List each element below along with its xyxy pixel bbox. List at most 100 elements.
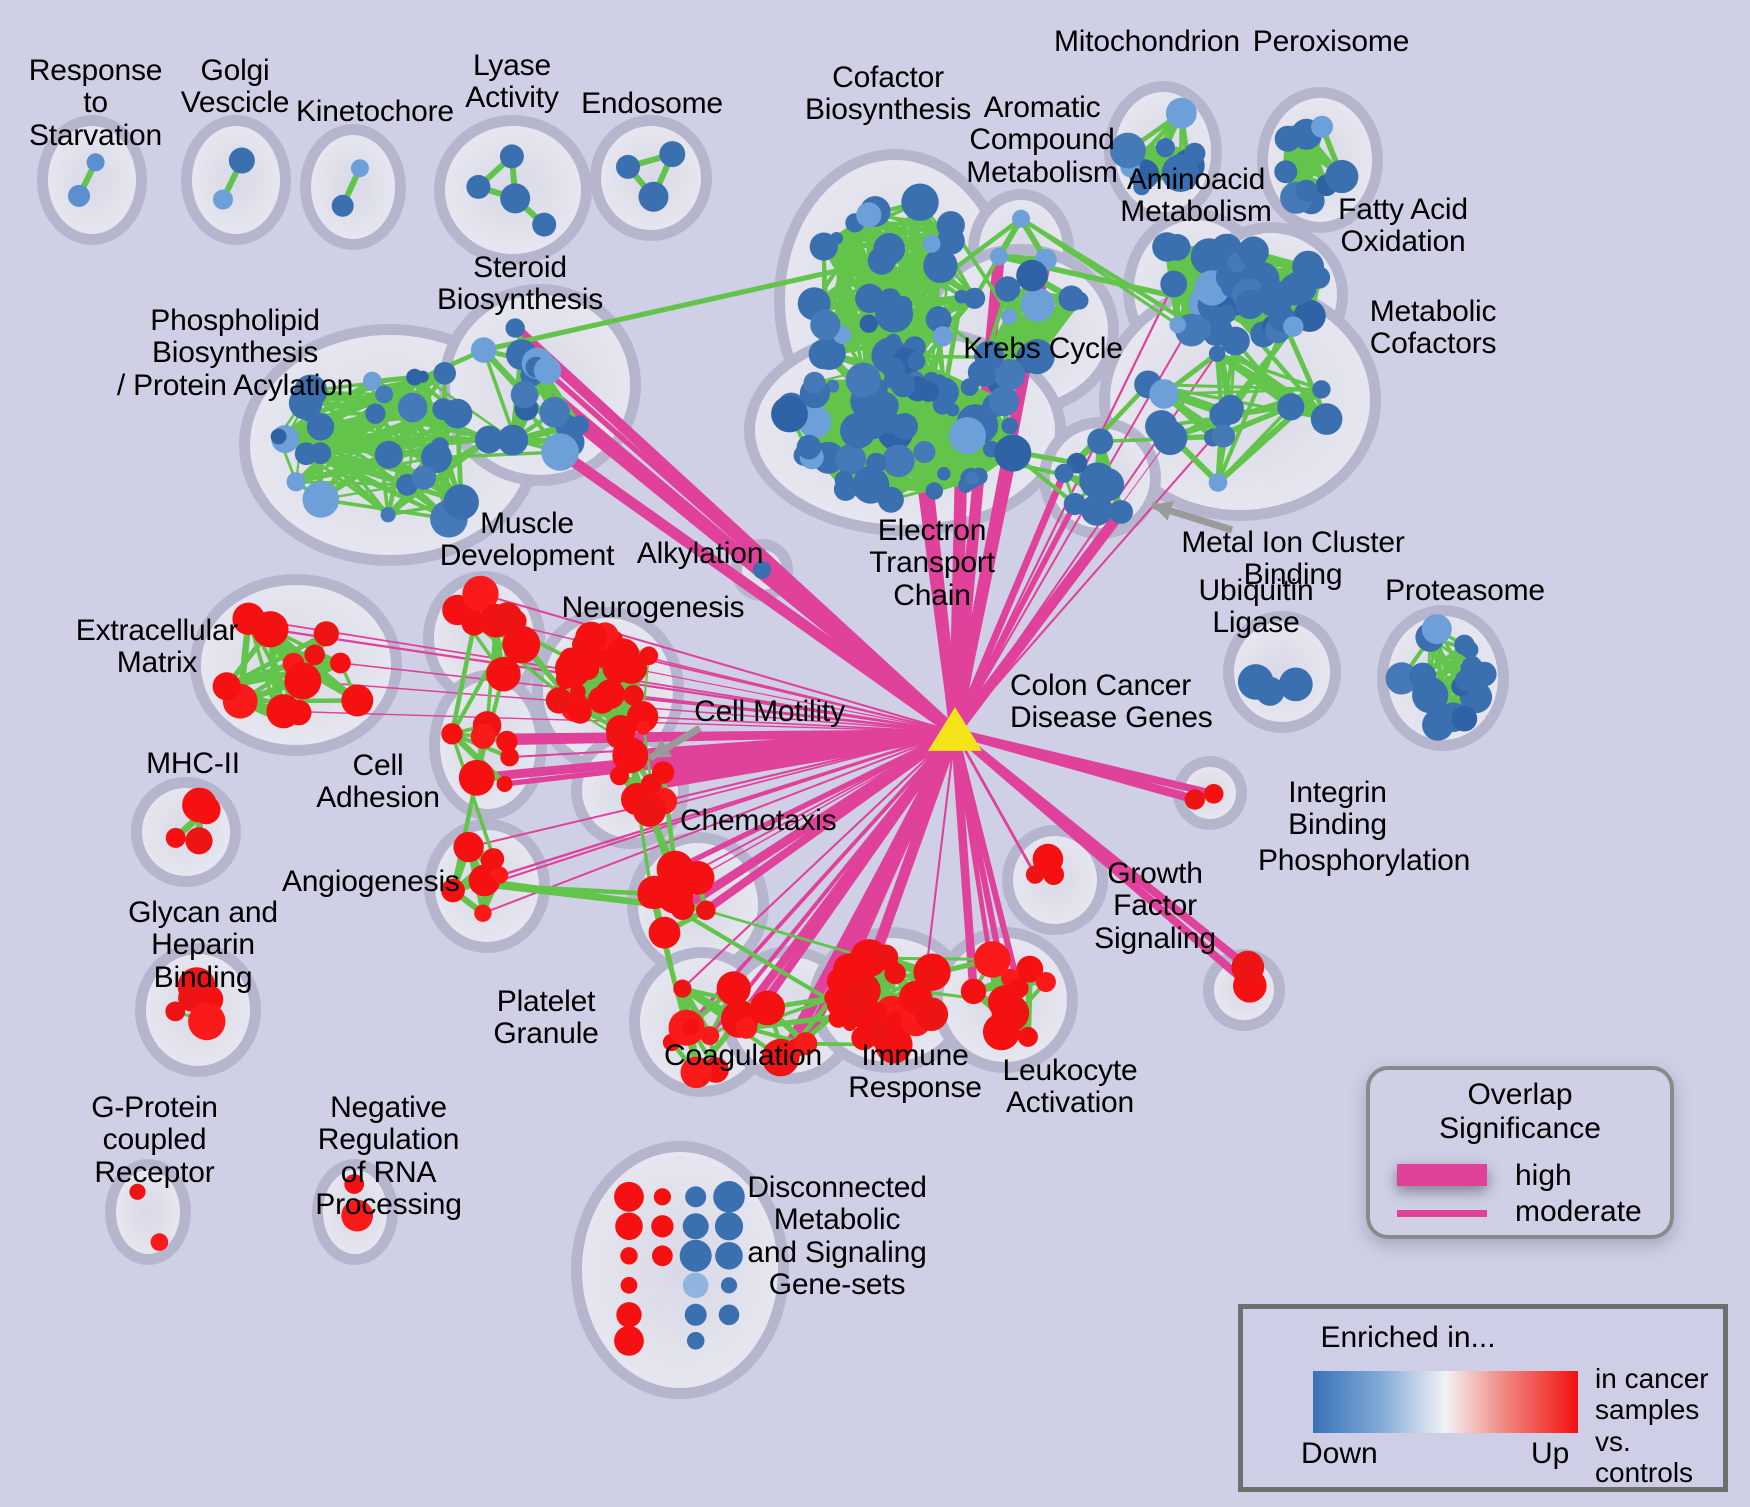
gene-node [1016, 955, 1044, 983]
gene-node [866, 452, 887, 474]
gene-node [502, 625, 541, 664]
gene-node [859, 314, 878, 333]
gene-node [982, 1013, 1020, 1051]
cluster-edge [986, 298, 1082, 358]
gene-node [330, 652, 351, 674]
gene-node [842, 1005, 856, 1019]
gene-node [150, 1233, 169, 1251]
inter-cluster-edge [481, 258, 885, 353]
gene-node [510, 381, 539, 409]
legend-color-gradient-bar [1313, 1371, 1578, 1433]
gene-node [304, 644, 326, 666]
hub-edge-high [952, 501, 1078, 735]
cluster-edge [318, 424, 426, 480]
gene-node [715, 1242, 743, 1270]
gene-node [888, 1011, 902, 1026]
gene-node [1221, 326, 1250, 356]
gene-node [1184, 314, 1212, 342]
cluster-edge [914, 359, 1006, 403]
gene-node [1169, 316, 1186, 334]
gene-node [1208, 345, 1226, 362]
hub-edge-high [677, 727, 960, 913]
gene-node [212, 672, 241, 701]
gene-node [620, 1276, 638, 1294]
gene-node [845, 362, 881, 398]
gene-node [700, 1026, 720, 1046]
gene-node [344, 1174, 365, 1194]
gene-node [960, 978, 987, 1005]
legend-down-label: Down [1301, 1437, 1378, 1470]
gene-node [684, 1303, 707, 1326]
gene-node [637, 880, 666, 909]
cluster-halo-fill [582, 1152, 778, 1388]
gene-node [680, 1056, 713, 1089]
gene-node [988, 386, 1020, 417]
gene-node [1149, 379, 1179, 409]
gene-node [442, 398, 473, 429]
gene-node [833, 477, 858, 501]
gene-node [753, 561, 771, 579]
cluster-halo-fill [192, 126, 280, 234]
gene-node [1063, 492, 1086, 516]
gene-node [623, 684, 644, 706]
gene-node [433, 362, 457, 385]
gene-node [375, 385, 394, 404]
gene-node [406, 368, 423, 386]
gene-node [1165, 97, 1197, 129]
gene-node [500, 747, 519, 767]
cluster-edge [276, 378, 375, 439]
gene-node [875, 294, 914, 333]
arrow-cell-motility [648, 724, 702, 762]
gene-node [994, 276, 1021, 302]
gene-node [491, 602, 523, 633]
gene-node [1312, 380, 1331, 399]
gene-node [614, 1325, 644, 1356]
gene-node [470, 724, 496, 749]
gene-node [750, 990, 785, 1026]
legend-high-swatch [1397, 1164, 1487, 1186]
gene-node [1208, 473, 1228, 492]
gene-node [313, 621, 339, 647]
gene-node [1035, 972, 1056, 992]
gene-node [365, 403, 386, 424]
hub-edge-moderate [954, 436, 1214, 733]
gene-node [1387, 667, 1414, 695]
gene-node [1274, 125, 1301, 152]
gene-node [270, 428, 287, 445]
hub-edge-moderate [504, 731, 956, 785]
cluster-halo-fill [48, 126, 136, 234]
hub-edge-moderate [631, 667, 956, 733]
gene-node [68, 184, 90, 207]
gene-node [380, 507, 396, 523]
gene-node [532, 212, 557, 237]
gene-node [808, 339, 839, 370]
gene-node [129, 1183, 146, 1200]
gene-node [735, 1017, 758, 1039]
gene-node [185, 827, 213, 855]
gene-node [1307, 266, 1331, 289]
hub-edge-moderate [868, 731, 956, 959]
legend-moderate-label: moderate [1515, 1195, 1642, 1228]
gene-node [1231, 950, 1265, 984]
gene-node [1020, 287, 1055, 322]
gene-node [616, 154, 640, 179]
legend-overlap-title: Overlap Significance [1439, 1078, 1601, 1145]
hub-triangle-marker[interactable] [928, 707, 982, 751]
gene-node [1109, 500, 1133, 524]
gene-node [496, 730, 518, 753]
cluster-edge [224, 631, 329, 689]
legend-overlap-significance: Overlap Significance high moderate [1366, 1066, 1674, 1239]
gene-node [696, 900, 716, 921]
gene-node [612, 737, 649, 774]
gene-node [1205, 243, 1228, 265]
gene-node [441, 723, 463, 745]
gene-node [615, 1212, 643, 1241]
arrow-metal-ion-cluster-binding [1150, 501, 1234, 534]
gene-node [466, 174, 491, 199]
hub-edge-moderate [506, 731, 956, 743]
gene-node [570, 683, 586, 700]
gene-node [577, 658, 600, 680]
gene-node [555, 669, 576, 689]
gene-node [648, 916, 681, 949]
